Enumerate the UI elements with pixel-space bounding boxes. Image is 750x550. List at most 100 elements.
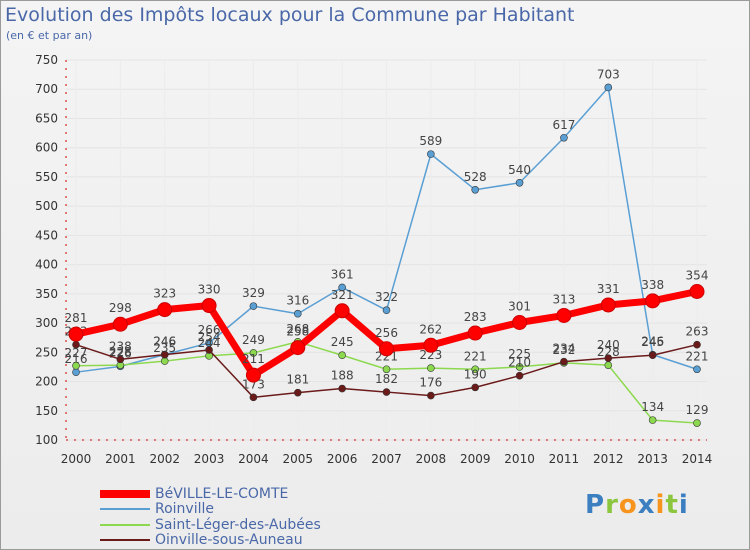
legend-label: BéVILLE-LE-COMTE xyxy=(155,485,289,502)
data-point xyxy=(205,346,213,354)
data-label: 134 xyxy=(641,400,664,414)
x-tick-label: 2006 xyxy=(327,452,358,466)
data-point xyxy=(515,178,524,187)
data-point xyxy=(249,349,258,357)
data-point xyxy=(160,357,169,365)
legend-item: Roinville xyxy=(100,501,321,518)
data-label: 313 xyxy=(552,292,575,306)
data-label: 234 xyxy=(552,342,575,356)
data-label: 181 xyxy=(286,373,309,387)
legend-item: Oinville-sous-Auneau xyxy=(100,532,321,549)
legend-label: Oinville-sous-Auneau xyxy=(155,532,303,549)
logo-letter: r xyxy=(605,490,619,520)
legend-swatch xyxy=(100,508,150,511)
data-label: 246 xyxy=(641,335,664,349)
x-tick-label: 2010 xyxy=(504,452,535,466)
logo-letter: i xyxy=(678,490,689,520)
data-label: 245 xyxy=(641,335,664,349)
legend-swatch xyxy=(100,539,150,542)
y-tick-label: 700 xyxy=(35,82,58,96)
data-point xyxy=(427,391,435,400)
x-tick-label: 2007 xyxy=(371,452,402,466)
data-point xyxy=(600,297,616,313)
x-tick-label: 2002 xyxy=(149,452,180,466)
data-label: 129 xyxy=(686,403,709,417)
data-point xyxy=(293,388,302,397)
legend-swatch xyxy=(100,523,150,526)
data-label: 281 xyxy=(65,311,88,325)
data-label: 176 xyxy=(419,376,442,390)
data-label: 244 xyxy=(198,336,221,350)
data-point xyxy=(648,351,657,360)
data-label: 225 xyxy=(508,347,531,361)
chart-subtitle: (en € et par an) xyxy=(6,29,93,42)
data-point xyxy=(338,283,346,292)
data-point xyxy=(338,351,346,360)
data-point xyxy=(201,298,217,314)
legend-item: Saint-Léger-des-Aubées xyxy=(100,517,321,533)
data-label: 216 xyxy=(65,352,88,366)
x-tick-label: 2000 xyxy=(61,452,92,466)
data-point xyxy=(693,419,701,427)
data-point xyxy=(427,364,435,372)
x-tick-label: 2009 xyxy=(460,452,491,466)
data-label: 256 xyxy=(375,326,398,340)
data-point xyxy=(112,316,128,332)
data-point xyxy=(116,355,125,364)
data-point xyxy=(379,341,394,357)
data-point xyxy=(382,388,391,396)
data-label: 338 xyxy=(641,278,664,292)
data-label: 221 xyxy=(464,349,487,363)
data-label: 232 xyxy=(552,343,575,357)
data-point xyxy=(515,363,524,371)
data-label: 703 xyxy=(597,67,620,81)
logo-letter: o xyxy=(618,490,638,520)
data-label: 268 xyxy=(286,322,309,336)
logo-letter: i xyxy=(655,490,666,520)
data-point xyxy=(160,350,169,359)
legend-label: Roinville xyxy=(155,501,214,518)
logo-letter: x xyxy=(637,490,656,520)
y-tick-label: 650 xyxy=(35,111,58,125)
data-label: 330 xyxy=(198,283,221,297)
legend-label: Saint-Léger-des-Aubées xyxy=(155,516,321,533)
data-point xyxy=(382,365,391,374)
data-label: 329 xyxy=(242,286,265,300)
y-tick-label: 550 xyxy=(35,170,58,184)
data-label: 323 xyxy=(153,287,176,301)
x-tick-label: 2013 xyxy=(637,452,668,466)
data-point xyxy=(515,371,524,380)
data-label: 262 xyxy=(419,322,442,336)
x-tick-label: 2004 xyxy=(238,452,269,466)
data-point xyxy=(338,384,346,393)
data-label: 589 xyxy=(419,134,442,148)
data-point xyxy=(245,367,261,383)
data-label: 228 xyxy=(597,345,620,359)
data-point xyxy=(467,325,483,341)
data-point xyxy=(68,326,84,342)
data-point xyxy=(648,416,657,424)
data-point xyxy=(604,83,613,92)
data-label: 263 xyxy=(686,325,709,339)
data-label: 246 xyxy=(153,335,176,349)
data-label: 301 xyxy=(508,299,531,313)
x-tick-label: 2003 xyxy=(194,452,225,466)
chart-title: Evolution des Impôts locaux pour la Comm… xyxy=(5,4,575,26)
data-label: 188 xyxy=(331,369,354,383)
data-label: 321 xyxy=(331,288,354,302)
data-label: 223 xyxy=(419,348,442,362)
data-point xyxy=(471,185,480,194)
data-point xyxy=(72,340,80,349)
data-point xyxy=(293,309,302,318)
y-tick-label: 150 xyxy=(35,404,58,418)
y-tick-label: 600 xyxy=(35,141,58,155)
data-label: 528 xyxy=(464,170,487,184)
y-tick-label: 300 xyxy=(35,316,58,330)
logo-letter: P xyxy=(585,490,606,520)
data-label: 266 xyxy=(198,323,221,337)
data-point xyxy=(604,354,613,362)
proxiti-logo: Proxiti xyxy=(585,490,689,520)
data-label: 227 xyxy=(65,346,88,360)
